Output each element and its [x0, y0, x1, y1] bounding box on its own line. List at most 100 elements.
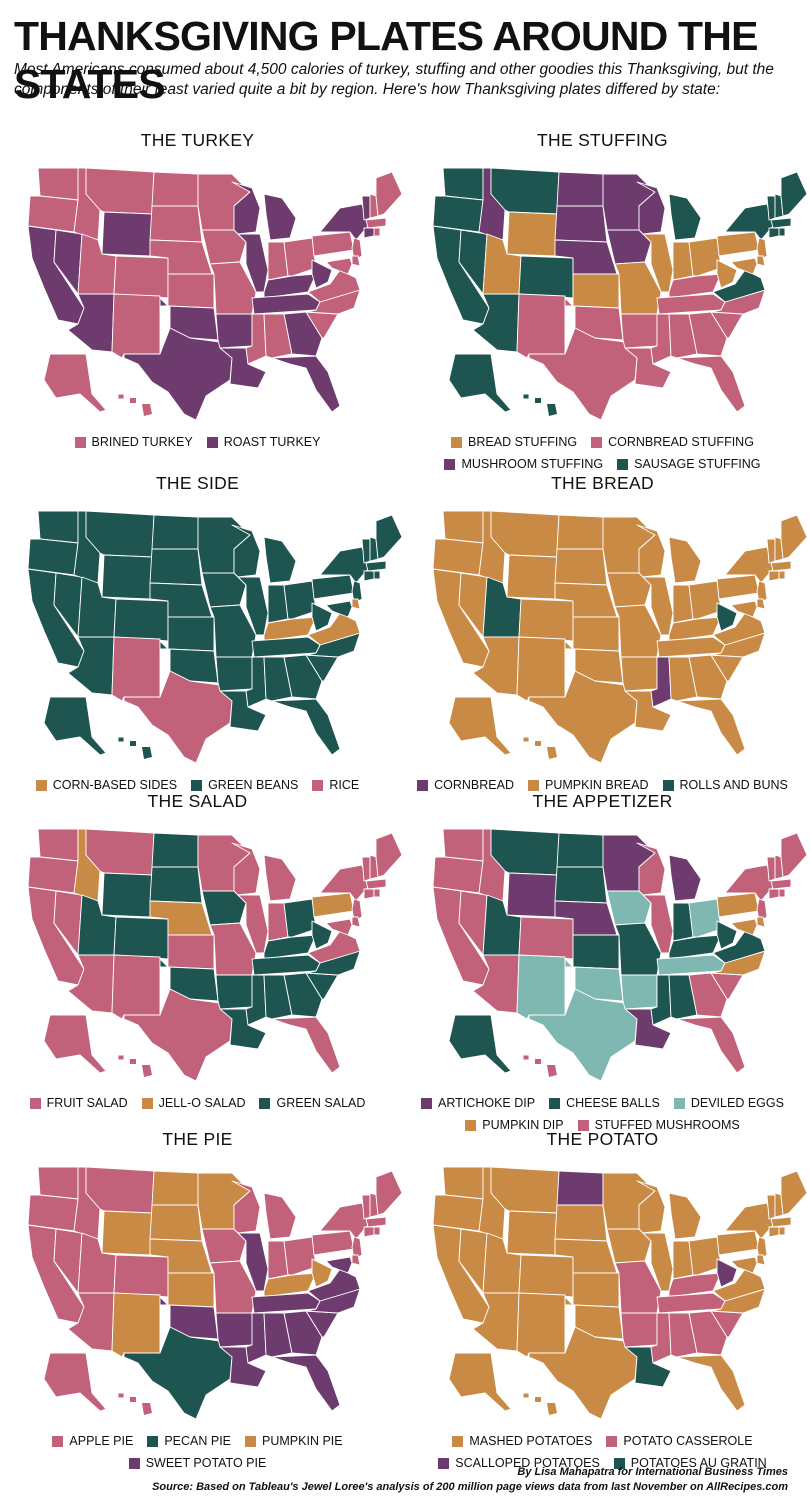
state-nd [556, 171, 604, 207]
state-wy [101, 554, 153, 600]
state-ar [620, 1312, 658, 1348]
legend-item: MUSHROOM STUFFING [444, 456, 603, 473]
legend-label: PUMPKIN BREAD [545, 778, 649, 792]
state-ar [215, 974, 253, 1010]
state-al [263, 1312, 293, 1358]
state-nd [556, 832, 604, 868]
state-sd [554, 205, 608, 243]
state-hi [522, 1054, 530, 1061]
state-wv [311, 920, 333, 950]
legend-item: BREAD STUFFING [451, 434, 577, 451]
state-md [325, 918, 353, 936]
state-wa [37, 510, 79, 544]
legend-label: APPLE PIE [69, 1434, 134, 1448]
state-wa [37, 167, 79, 201]
state-mi [668, 193, 702, 241]
state-hi-island [142, 1065, 152, 1077]
legend-label: CORNBREAD STUFFING [608, 435, 754, 449]
state-sd [149, 205, 203, 243]
legend-item: GREEN BEANS [191, 777, 298, 794]
panel-title: THE PIE [162, 1129, 233, 1149]
legend-item: JELL-O SALAD [141, 1095, 245, 1112]
panel-stuffing: THE STUFFING BREAD STUFFING CORNBREAD STUF… [405, 128, 808, 473]
state-hi-island [535, 741, 541, 746]
state-va [307, 1268, 361, 1302]
us-map-bread [432, 510, 808, 763]
legend-label: ROAST TURKEY [223, 435, 321, 449]
state-nm [111, 954, 161, 1020]
legend-label: ROLLS AND BUNS [679, 778, 788, 792]
legend-item: APPLE PIE [52, 1433, 133, 1450]
legend-label: PECAN PIE [164, 1434, 232, 1448]
state-wa [442, 1166, 484, 1200]
legend: BRINED TURKEY ROAST TURKEY [0, 434, 395, 451]
state-oh [283, 237, 317, 277]
state-me [780, 514, 808, 560]
state-ak [43, 1352, 107, 1412]
legend-swatch [606, 1436, 618, 1447]
state-hi-island [535, 398, 541, 403]
state-hi-island [547, 404, 557, 416]
state-va [712, 930, 766, 964]
state-tx [528, 1326, 638, 1419]
state-il [642, 1232, 674, 1292]
state-ct [768, 1226, 780, 1238]
state-wy [101, 1210, 153, 1256]
state-ks [572, 616, 620, 652]
legend: BREAD STUFFING CORNBREAD STUFFING MUSHROOM… [405, 434, 800, 473]
legend-swatch [141, 1098, 153, 1109]
state-or [27, 856, 79, 894]
state-il [642, 894, 674, 954]
state-ia [606, 890, 652, 926]
state-ks [572, 934, 620, 970]
legend-item: DEVILED EGGS [673, 1095, 784, 1112]
state-ri [373, 888, 381, 898]
state-hi-island [535, 1397, 541, 1402]
legend-label: MUSHROOM STUFFING [461, 457, 604, 471]
state-md [730, 918, 758, 936]
state-ia [201, 572, 247, 608]
legend-swatch [312, 780, 324, 791]
panel-potato: THE POTATO MASHED POTATOES POTATO CASSEROL… [405, 1127, 808, 1472]
state-fl [271, 355, 341, 413]
legend-label: DEVILED EGGS [690, 1096, 784, 1110]
state-ma [365, 878, 387, 890]
legend-swatch [613, 1458, 625, 1469]
state-hi-island [142, 747, 152, 759]
state-il [237, 1232, 269, 1292]
legend: ARTICHOKE DIP CHEESE BALLS DEVILED EGGS PUM… [405, 1095, 800, 1134]
state-or [432, 1194, 484, 1232]
panel-pie: THE PIE APPLE PIE PECAN PIE PUMPKIN PIE SWEE… [0, 1127, 403, 1472]
state-ak [448, 1352, 512, 1412]
state-mi [668, 536, 702, 584]
state-ak [43, 353, 107, 413]
state-il [237, 233, 269, 293]
legend-item: PUMPKIN BREAD [528, 777, 649, 794]
state-ma [365, 560, 387, 572]
panel-title: THE SIDE [155, 473, 240, 493]
legend-item: PUMPKIN PIE [245, 1433, 343, 1450]
state-hi-island [535, 1059, 541, 1064]
state-ar [215, 1312, 253, 1348]
state-ct [768, 227, 780, 239]
state-co [518, 598, 574, 642]
state-me [780, 832, 808, 878]
state-ct [363, 227, 375, 239]
legend-swatch [452, 1436, 464, 1447]
state-ar [620, 313, 658, 349]
state-tx [528, 988, 638, 1081]
state-ct [363, 888, 375, 900]
state-ri [373, 227, 381, 237]
legend-label: FRUIT SALAD [46, 1096, 128, 1110]
state-nm [516, 1292, 566, 1358]
us-map-stuffing [432, 167, 808, 420]
state-ma [365, 217, 387, 229]
legend-label: RICE [329, 778, 360, 792]
legend-label: PUMPKIN PIE [262, 1434, 343, 1448]
state-fl [676, 355, 746, 413]
legend-swatch [29, 1098, 41, 1109]
state-nd [151, 1170, 199, 1206]
state-sd [149, 1204, 203, 1242]
us-map-turkey [27, 167, 403, 420]
state-ia [201, 1228, 247, 1264]
